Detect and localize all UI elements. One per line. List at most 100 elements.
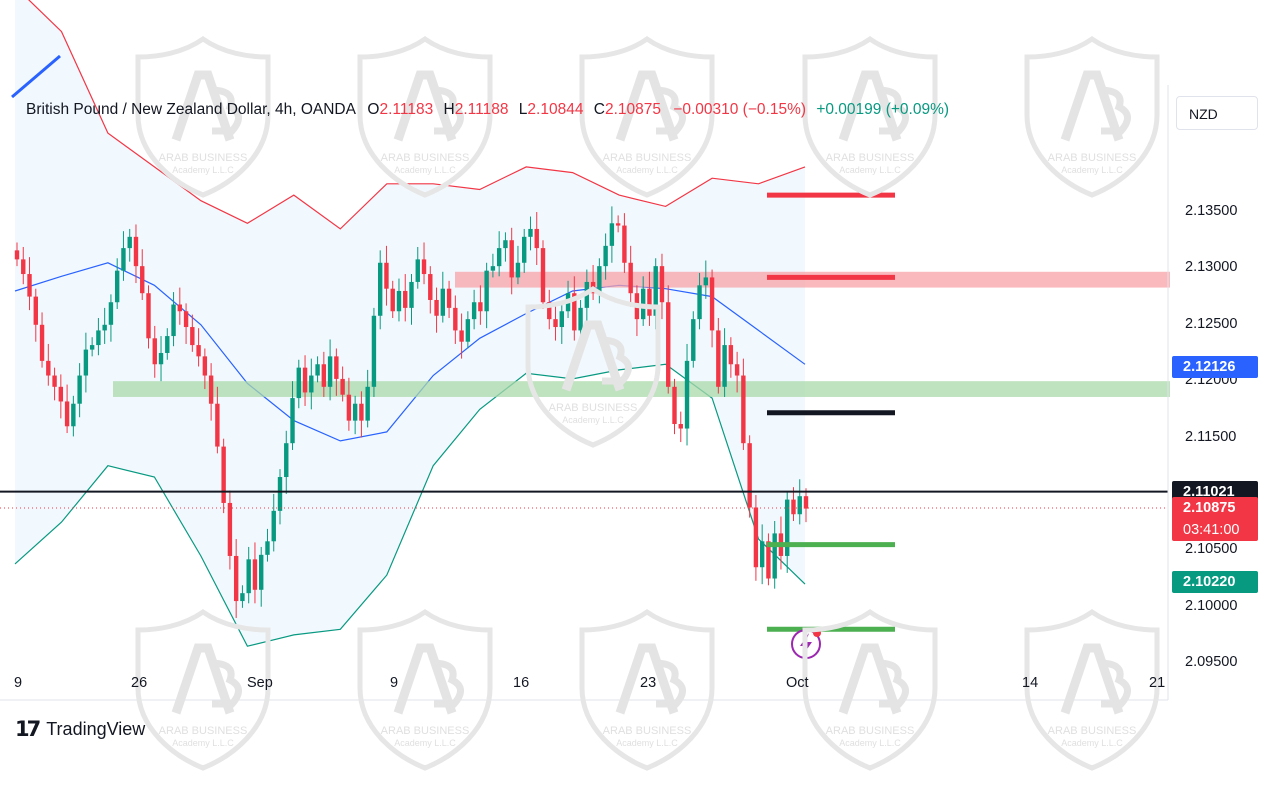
x-tick-label: 16 xyxy=(513,675,530,691)
candle xyxy=(114,258,120,309)
candle-body xyxy=(259,554,264,590)
candle-body xyxy=(471,302,477,320)
candle xyxy=(697,272,702,330)
candle-body xyxy=(39,324,45,361)
candle-body xyxy=(622,225,627,263)
countdown: 03:41:00 xyxy=(1183,522,1240,539)
candle-body xyxy=(83,349,89,376)
candle xyxy=(709,269,715,348)
candle xyxy=(140,249,145,300)
candle xyxy=(233,539,239,618)
candle xyxy=(534,212,539,266)
candle xyxy=(290,381,295,450)
candle xyxy=(252,542,258,604)
candle-body xyxy=(572,293,577,331)
price-tag: 2.10875 03:41:00 xyxy=(1172,497,1258,542)
candle xyxy=(327,339,333,401)
close-label: C xyxy=(593,101,605,118)
candle xyxy=(277,469,283,525)
candle-body xyxy=(653,266,658,316)
candle-body xyxy=(371,315,377,387)
candle-body xyxy=(547,302,552,320)
candle xyxy=(434,287,439,333)
candle xyxy=(246,546,251,604)
candle xyxy=(446,280,452,319)
candle-body xyxy=(302,367,308,393)
x-tick-label: 26 xyxy=(131,675,148,691)
bollinger-fill xyxy=(15,0,805,647)
candle-body xyxy=(716,330,721,387)
candle xyxy=(509,227,514,295)
candle-body xyxy=(202,356,208,376)
candle-body xyxy=(528,228,533,237)
candle-body xyxy=(296,367,301,399)
candle-body xyxy=(565,293,571,312)
candle xyxy=(359,391,364,438)
candle-body xyxy=(196,345,201,357)
candle xyxy=(208,363,214,421)
candle-body xyxy=(133,236,139,267)
low-value: 2.10844 xyxy=(527,101,584,118)
candle-body xyxy=(666,302,671,387)
y-tick-label: 2.09500 xyxy=(1185,654,1238,671)
candle-body xyxy=(321,364,327,387)
candle xyxy=(496,231,502,277)
candle-body xyxy=(678,424,683,429)
candle-body xyxy=(609,223,615,246)
trend-line[interactable] xyxy=(11,54,61,99)
candle-body xyxy=(734,364,740,376)
candle xyxy=(227,490,233,570)
candle xyxy=(490,253,496,278)
candle-body xyxy=(290,398,295,444)
candle-body xyxy=(415,259,420,282)
candle-body xyxy=(284,443,289,478)
bollinger-lower xyxy=(14,363,806,647)
candle-body xyxy=(58,386,64,402)
candle xyxy=(89,337,95,357)
currency-button[interactable]: NZD xyxy=(1176,96,1258,130)
candle xyxy=(772,521,777,589)
x-tick-label: 9 xyxy=(390,675,399,691)
candle-body xyxy=(459,330,464,342)
candle-body xyxy=(672,386,677,425)
candle xyxy=(503,232,508,262)
candle xyxy=(284,430,289,494)
tradingview-logo[interactable]: 17 TradingView xyxy=(15,717,145,741)
candle-body xyxy=(27,274,32,297)
candle xyxy=(803,488,809,523)
candle xyxy=(190,314,195,352)
candle xyxy=(797,479,802,525)
x-tick-label: Oct xyxy=(786,675,809,691)
symbol-name[interactable]: British Pound / New Zealand Dollar, 4h, … xyxy=(26,101,356,118)
x-tick-label: Sep xyxy=(247,675,273,691)
candle-body xyxy=(233,555,239,602)
candle-body xyxy=(177,304,183,312)
candle-body xyxy=(772,533,777,579)
y-tick-label: 2.13000 xyxy=(1185,259,1238,276)
candle-body xyxy=(309,375,314,393)
candle xyxy=(177,287,183,325)
candle-body xyxy=(146,293,151,339)
candle xyxy=(121,231,126,281)
candle xyxy=(540,240,546,309)
candle xyxy=(52,367,57,401)
candle-body xyxy=(540,248,546,303)
candle xyxy=(83,332,89,393)
candle xyxy=(515,245,521,285)
candle-body xyxy=(384,262,389,289)
candle xyxy=(315,356,320,383)
candle-body xyxy=(390,288,395,312)
open-value: 2.11183 xyxy=(379,101,434,118)
candle xyxy=(352,395,358,435)
candle xyxy=(340,366,345,402)
candle-body xyxy=(277,477,283,511)
candle xyxy=(171,292,176,347)
candle xyxy=(127,228,132,262)
tradingview-name: TradingView xyxy=(46,718,146,739)
candle xyxy=(622,213,627,273)
candle-body xyxy=(140,266,145,294)
symbol-legend: British Pound / New Zealand Dollar, 4h, … xyxy=(26,101,949,119)
candle xyxy=(202,348,208,390)
candle xyxy=(734,351,740,393)
candle-body xyxy=(496,248,502,267)
